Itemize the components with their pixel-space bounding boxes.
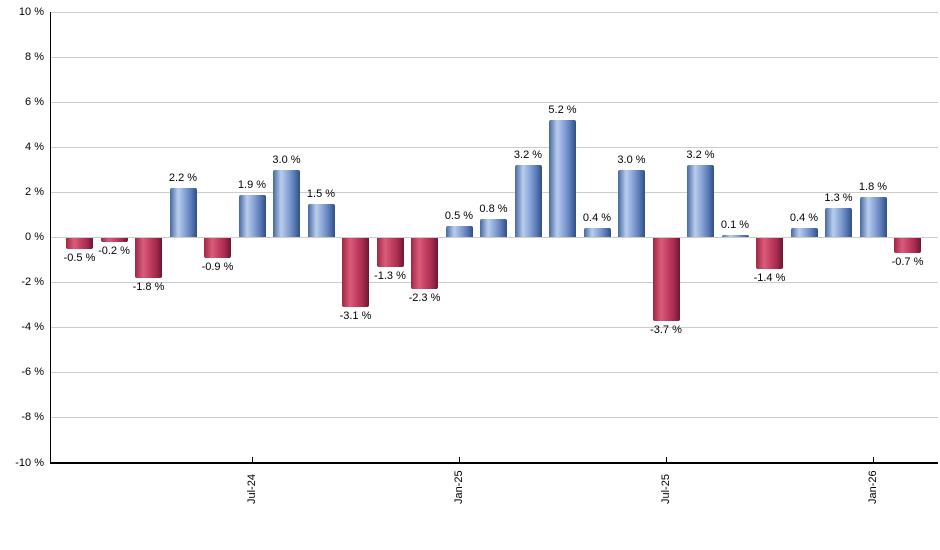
y-axis-label: -4 % bbox=[21, 321, 44, 334]
bar bbox=[859, 196, 887, 238]
bar-value-label: 3.0 % bbox=[617, 153, 646, 166]
bar-value-label: -0.7 % bbox=[891, 256, 924, 269]
y-axis-label: 4 % bbox=[25, 140, 44, 153]
bar bbox=[342, 237, 369, 308]
bar bbox=[652, 237, 680, 321]
bar bbox=[790, 228, 818, 238]
grid-line bbox=[50, 56, 938, 58]
bar bbox=[100, 237, 128, 242]
bar bbox=[894, 237, 921, 254]
grid-line bbox=[50, 372, 938, 374]
bar-value-label: 0.5 % bbox=[444, 210, 474, 223]
x-axis-label: Jul-25 bbox=[659, 474, 672, 504]
grid-line bbox=[50, 282, 938, 284]
bar-value-label: 1.5 % bbox=[306, 187, 336, 200]
x-axis-label: Jan-25 bbox=[452, 470, 465, 504]
y-axis-label: -6 % bbox=[21, 366, 44, 379]
y-axis-label: 6 % bbox=[25, 95, 44, 108]
y-axis-label: 2 % bbox=[25, 185, 44, 198]
bar-value-label: 0.1 % bbox=[720, 219, 750, 232]
bar-value-label: -0.9 % bbox=[201, 260, 234, 273]
x-axis-tick bbox=[665, 457, 667, 464]
grid-line bbox=[50, 417, 938, 419]
y-axis-line bbox=[50, 12, 51, 463]
bar bbox=[583, 228, 611, 238]
bar-value-label: -3.1 % bbox=[339, 310, 372, 323]
bar-value-label: 1.8 % bbox=[858, 180, 888, 193]
bar-value-label: 0.8 % bbox=[479, 203, 508, 216]
bar-value-label: 0.4 % bbox=[789, 212, 819, 225]
y-axis-label: 10 % bbox=[18, 5, 44, 18]
y-axis-label: 0 % bbox=[25, 231, 44, 243]
x-axis-tick bbox=[251, 457, 253, 464]
x-axis-tick bbox=[872, 457, 874, 464]
y-axis-label: -2 % bbox=[21, 276, 44, 289]
bar bbox=[480, 219, 507, 238]
y-axis-label: -10 % bbox=[15, 456, 44, 469]
bar bbox=[204, 237, 231, 258]
bar-value-label: -3.7 % bbox=[650, 323, 682, 336]
bar-value-label: -1.4 % bbox=[753, 272, 786, 285]
bar bbox=[273, 169, 300, 238]
x-axis-line bbox=[50, 462, 938, 464]
grid-line bbox=[50, 101, 938, 103]
bar bbox=[687, 165, 714, 238]
grid-line bbox=[50, 191, 938, 193]
bar-value-label: 3.2 % bbox=[686, 149, 715, 162]
bar-value-label: -1.8 % bbox=[132, 281, 165, 294]
grid-line bbox=[50, 11, 938, 13]
bar bbox=[169, 187, 197, 238]
bar-value-label: 3.2 % bbox=[513, 149, 543, 162]
bar-value-label: 0.4 % bbox=[582, 212, 612, 225]
bar-value-label: -1.3 % bbox=[374, 269, 406, 282]
x-axis-tick bbox=[458, 457, 460, 464]
bar bbox=[549, 120, 576, 238]
bar bbox=[376, 237, 404, 267]
bar-value-label: 1.9 % bbox=[237, 178, 267, 191]
bar bbox=[238, 194, 266, 238]
x-axis-label: Jan-26 bbox=[866, 470, 879, 504]
grid-line bbox=[50, 327, 938, 329]
bar-value-label: 1.3 % bbox=[824, 192, 853, 205]
bar bbox=[514, 165, 542, 238]
bar bbox=[756, 237, 783, 270]
bar-value-label: -2.3 % bbox=[408, 292, 441, 305]
bar bbox=[721, 235, 749, 238]
bar bbox=[307, 203, 335, 238]
bar bbox=[411, 237, 438, 290]
bar bbox=[66, 237, 93, 249]
bar bbox=[618, 169, 645, 238]
y-axis-label: 8 % bbox=[25, 50, 44, 63]
x-axis-label: Jul-24 bbox=[245, 474, 258, 504]
bar-value-label: 2.2 % bbox=[168, 171, 198, 184]
grid-line bbox=[50, 146, 938, 148]
bar-value-label: -0.2 % bbox=[98, 245, 130, 257]
bar bbox=[135, 237, 162, 279]
bar bbox=[445, 226, 473, 238]
bar bbox=[825, 208, 852, 238]
bar-value-label: 3.0 % bbox=[272, 153, 301, 166]
grid-line bbox=[50, 237, 938, 238]
y-axis-label: -8 % bbox=[21, 411, 44, 424]
bar-value-label: -0.5 % bbox=[63, 251, 96, 264]
bar-value-label: 5.2 % bbox=[548, 104, 577, 117]
